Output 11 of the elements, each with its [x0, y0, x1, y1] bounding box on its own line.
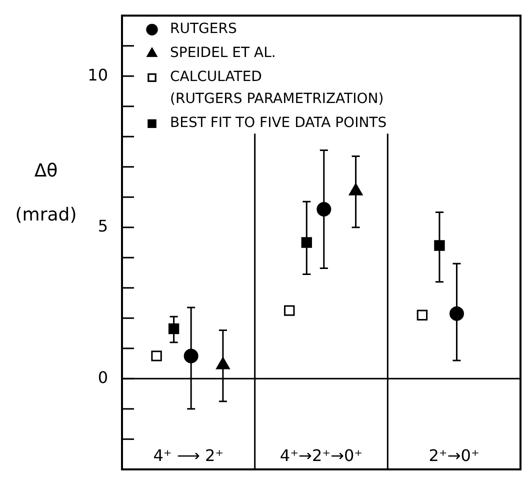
legend-label: BEST FIT TO FIVE DATA POINTS — [170, 115, 387, 132]
x-tick-label: 4⁺ ⟶ 2⁺ — [153, 446, 224, 466]
legend-label: SPEIDEL ET AL. — [170, 45, 276, 62]
legend-label: CALCULATED (RUTGERS PARAMETRIZATION) — [170, 69, 384, 108]
y-tick-label: 5 — [98, 216, 108, 236]
text: Δθ (mrad) — [15, 160, 77, 226]
y-tick-label: 0 — [98, 368, 108, 387]
x-tick-label: 2⁺→0⁺ — [428, 446, 480, 466]
legend-label: RUTGERS — [170, 21, 237, 38]
x-tick-label: 4⁺→2⁺→0⁺ — [280, 446, 363, 466]
y-tick-label: 10 — [88, 65, 108, 84]
